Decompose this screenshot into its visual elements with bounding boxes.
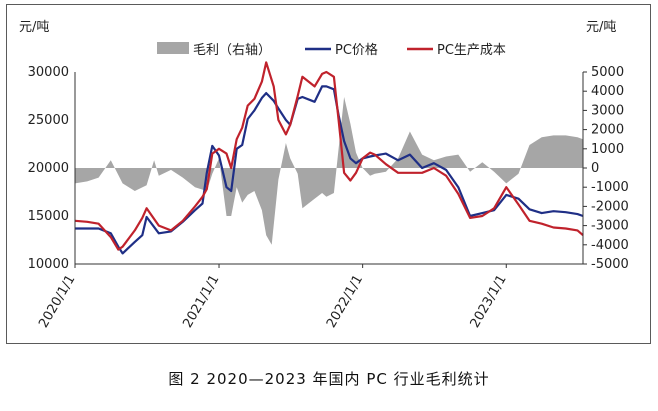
right-tick-label: 3000 (591, 103, 624, 118)
left-unit-label: 元/吨 (19, 20, 49, 35)
x-tick-label: 2022/1/1 (324, 273, 366, 331)
right-tick-label: 4000 (591, 84, 624, 99)
legend-label: PC价格 (335, 42, 378, 58)
right-tick-label: -1000 (591, 180, 629, 195)
right-tick-label: 5000 (591, 65, 624, 80)
legend-swatch-margin (157, 42, 189, 54)
pc-margin-chart: 毛利（右轴） PC价格 PC生产成本 30000250002000015000100… (19, 20, 629, 331)
right-tick-label: -5000 (591, 257, 629, 272)
legend-label: 毛利（右轴） (193, 43, 271, 58)
right-tick-label: 0 (591, 161, 599, 176)
price-cost-line-layer (74, 61, 584, 255)
right-tick-label: -3000 (591, 219, 629, 234)
right-unit-label: 元/吨 (586, 20, 616, 35)
x-tick-label: 2020/1/1 (36, 273, 78, 331)
left-tick-label: 20000 (28, 161, 69, 176)
right-tick-label: 1000 (591, 142, 624, 157)
legend: 毛利（右轴） PC价格 PC生产成本 (157, 42, 506, 58)
right-tick-label: 2000 (591, 123, 624, 138)
left-tick-label: 10000 (28, 257, 69, 272)
x-tick-label: 2021/1/1 (180, 273, 222, 331)
left-tick-label: 30000 (28, 65, 69, 80)
right-tick-label: -4000 (591, 238, 629, 253)
left-tick-label: 15000 (28, 209, 69, 224)
margin-area-layer (75, 97, 583, 245)
margin-area (75, 97, 583, 245)
x-tick-label: 2023/1/1 (468, 273, 510, 331)
figure-caption: 图 2 2020—2023 年国内 PC 行业毛利统计 (168, 370, 490, 388)
pc-price-line (75, 85, 584, 255)
pc-cost-line (74, 61, 584, 251)
left-tick-label: 25000 (28, 113, 69, 128)
legend-label: PC生产成本 (437, 43, 506, 58)
chart-frame: 毛利（右轴） PC价格 PC生产成本 30000 25000 20000 15000 100… (6, 4, 651, 344)
right-tick-label: -2000 (591, 199, 629, 214)
